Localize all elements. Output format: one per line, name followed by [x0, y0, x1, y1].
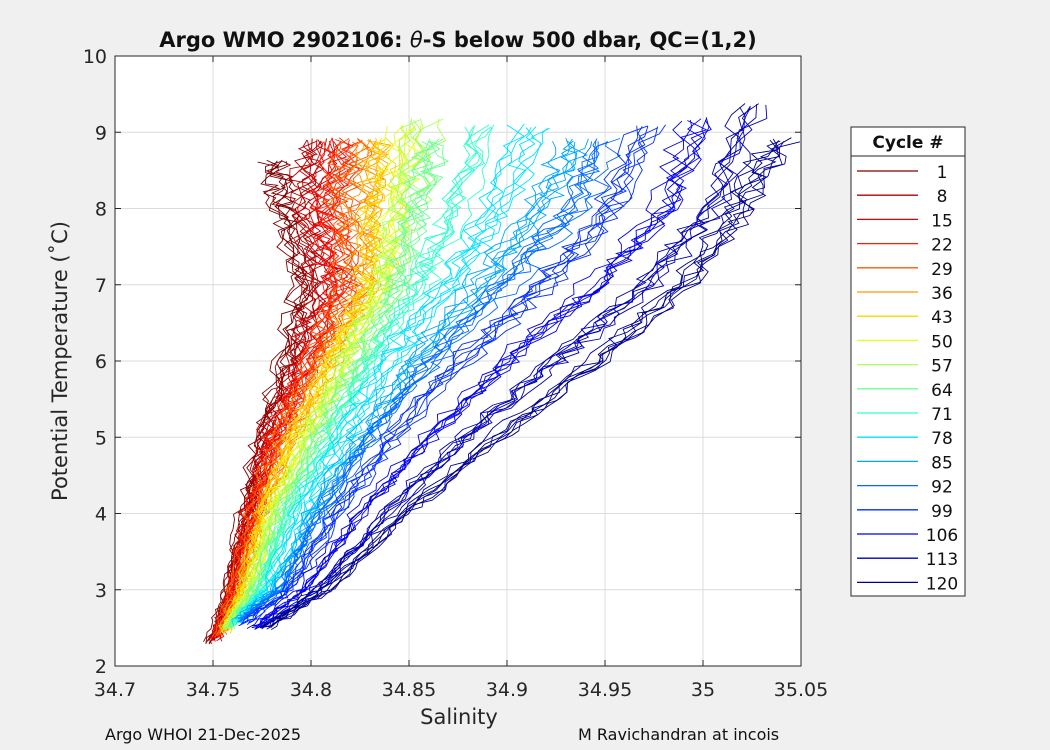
profile-line-cycle-85: [237, 138, 589, 619]
legend-box: [850, 126, 966, 597]
y-tick-label: 5: [95, 427, 107, 449]
profile-line-cycle-29: [217, 141, 347, 636]
profile-line-cycle-64: [227, 138, 432, 629]
legend-label: 106: [926, 526, 958, 546]
x-tick-label: 34.8: [290, 679, 332, 701]
x-tick-label: 34.95: [578, 679, 632, 701]
profile-line-cycle-99: [247, 126, 658, 626]
legend-label: 50: [931, 332, 953, 352]
legend-label: 85: [931, 453, 953, 473]
y-tick-label: 10: [83, 46, 107, 68]
profile-line-cycle-29: [218, 139, 369, 636]
x-tick-label: 35: [691, 679, 715, 701]
profile-line-cycle-15: [217, 140, 340, 638]
profile-line-cycle-106: [254, 120, 695, 630]
profile-line-cycle-106: [246, 120, 685, 629]
legend-label: 113: [926, 550, 958, 570]
profile-line-cycle-99: [248, 124, 666, 624]
x-tick-label: 34.9: [486, 679, 528, 701]
profile-line-cycle-106: [255, 118, 703, 629]
profile-line-cycle-92: [237, 140, 600, 623]
profile-line-cycle-50: [223, 127, 408, 629]
profile-line-cycle-43: [222, 137, 386, 630]
legend-label: 1: [937, 163, 948, 183]
x-tick-label: 34.85: [382, 679, 436, 701]
legend-label: 64: [931, 381, 953, 401]
profile-line-cycle-15: [217, 140, 339, 640]
profile-line-cycle-113: [261, 103, 746, 628]
legend-label: 36: [931, 284, 953, 304]
y-tick-label: 4: [95, 504, 107, 526]
profile-line-cycle-78: [232, 123, 525, 623]
profile-line-cycle-36: [219, 141, 365, 634]
profile-line-cycle-29: [211, 138, 352, 638]
y-tick-label: 3: [95, 580, 107, 602]
footer-source: Argo WHOI 21-Dec-2025: [105, 725, 302, 744]
x-axis-label: Salinity: [420, 705, 498, 729]
profile-line-cycle-99: [238, 125, 649, 627]
profile-line-cycle-106: [251, 119, 712, 629]
profile-line-cycle-78: [234, 127, 532, 626]
chart-title: Argo WMO 2902106: θ-S below 500 dbar, QC…: [159, 28, 756, 52]
legend-label: 29: [931, 260, 953, 280]
y-axis-label: Potential Temperature (˚C): [48, 221, 72, 501]
legend: Cycle # 18152229364350576471788592991061…: [850, 126, 966, 597]
legend-label: 43: [931, 308, 953, 328]
profile-line-cycle-78: [230, 124, 525, 627]
legend-label: 78: [931, 429, 953, 449]
y-tick-label: 7: [95, 275, 107, 297]
profile-line-cycle-57: [223, 120, 425, 630]
profile-line-cycle-36: [223, 140, 392, 634]
legend-title: Cycle #: [872, 133, 943, 153]
profile-line-cycle-50: [230, 124, 422, 630]
title-theta: θ: [410, 28, 423, 52]
y-tick-label: 9: [95, 122, 107, 144]
x-tick-label: 35.05: [774, 679, 828, 701]
x-tick-label: 34.7: [94, 679, 136, 701]
profile-line-cycle-99: [241, 125, 648, 625]
y-tick-label: 8: [95, 199, 107, 221]
profile-line-cycle-71: [233, 124, 482, 623]
profile-line-cycle-57: [221, 119, 420, 628]
profile-line-cycle-85: [239, 140, 578, 620]
legend-label: 120: [926, 574, 958, 594]
legend-label: 92: [931, 478, 953, 498]
profile-line-cycle-29: [219, 141, 360, 634]
legend-label: 57: [931, 357, 953, 377]
profile-line-cycle-120: [270, 137, 792, 629]
profile-line-cycle-120: [261, 139, 779, 628]
y-tick-label: 2: [95, 656, 107, 678]
legend-label: 8: [937, 187, 948, 207]
profile-line-cycle-85: [239, 141, 559, 620]
profile-line-cycle-113: [262, 104, 758, 628]
profile-lines: [203, 103, 801, 645]
legend-label: 15: [931, 211, 953, 231]
legend-label: 22: [931, 236, 953, 256]
profile-line-cycle-71: [228, 124, 490, 627]
x-tick-label: 34.75: [186, 679, 240, 701]
legend-label: 99: [931, 502, 953, 522]
axis-ticks: 34.7 34.75 34.8 34.85 34.9 34.95 35 35.05 2 3 4 5 6 7…: [83, 46, 828, 701]
profile-line-cycle-22: [217, 139, 354, 638]
profile-line-cycle-29: [214, 141, 363, 638]
profile-line-cycle-57: [223, 120, 417, 630]
profile-line-cycle-92: [237, 141, 599, 619]
profile-line-cycle-15: [211, 141, 326, 639]
profile-line-cycle-113: [256, 106, 746, 629]
footer-credit: M Ravichandran at incois: [578, 725, 780, 744]
profile-line-cycle-99: [242, 125, 639, 624]
title-prefix: Argo WMO 2902106:: [159, 28, 410, 52]
y-tick-label: 6: [95, 351, 107, 373]
profile-line-cycle-1: [203, 161, 301, 643]
title-suffix: -S below 500 dbar, QC=(1,2): [423, 28, 757, 52]
profile-line-cycle-120: [268, 138, 780, 628]
legend-items: 1 8 15 22 29 36 43 50 57 64 71 78 85 92 99 106 113 120: [857, 163, 958, 594]
profile-line-cycle-64: [232, 138, 450, 630]
legend-label: 71: [931, 405, 953, 425]
profile-line-cycle-1: [205, 160, 306, 644]
profile-line-cycle-92: [242, 141, 609, 622]
profile-line-cycle-120: [263, 140, 785, 628]
